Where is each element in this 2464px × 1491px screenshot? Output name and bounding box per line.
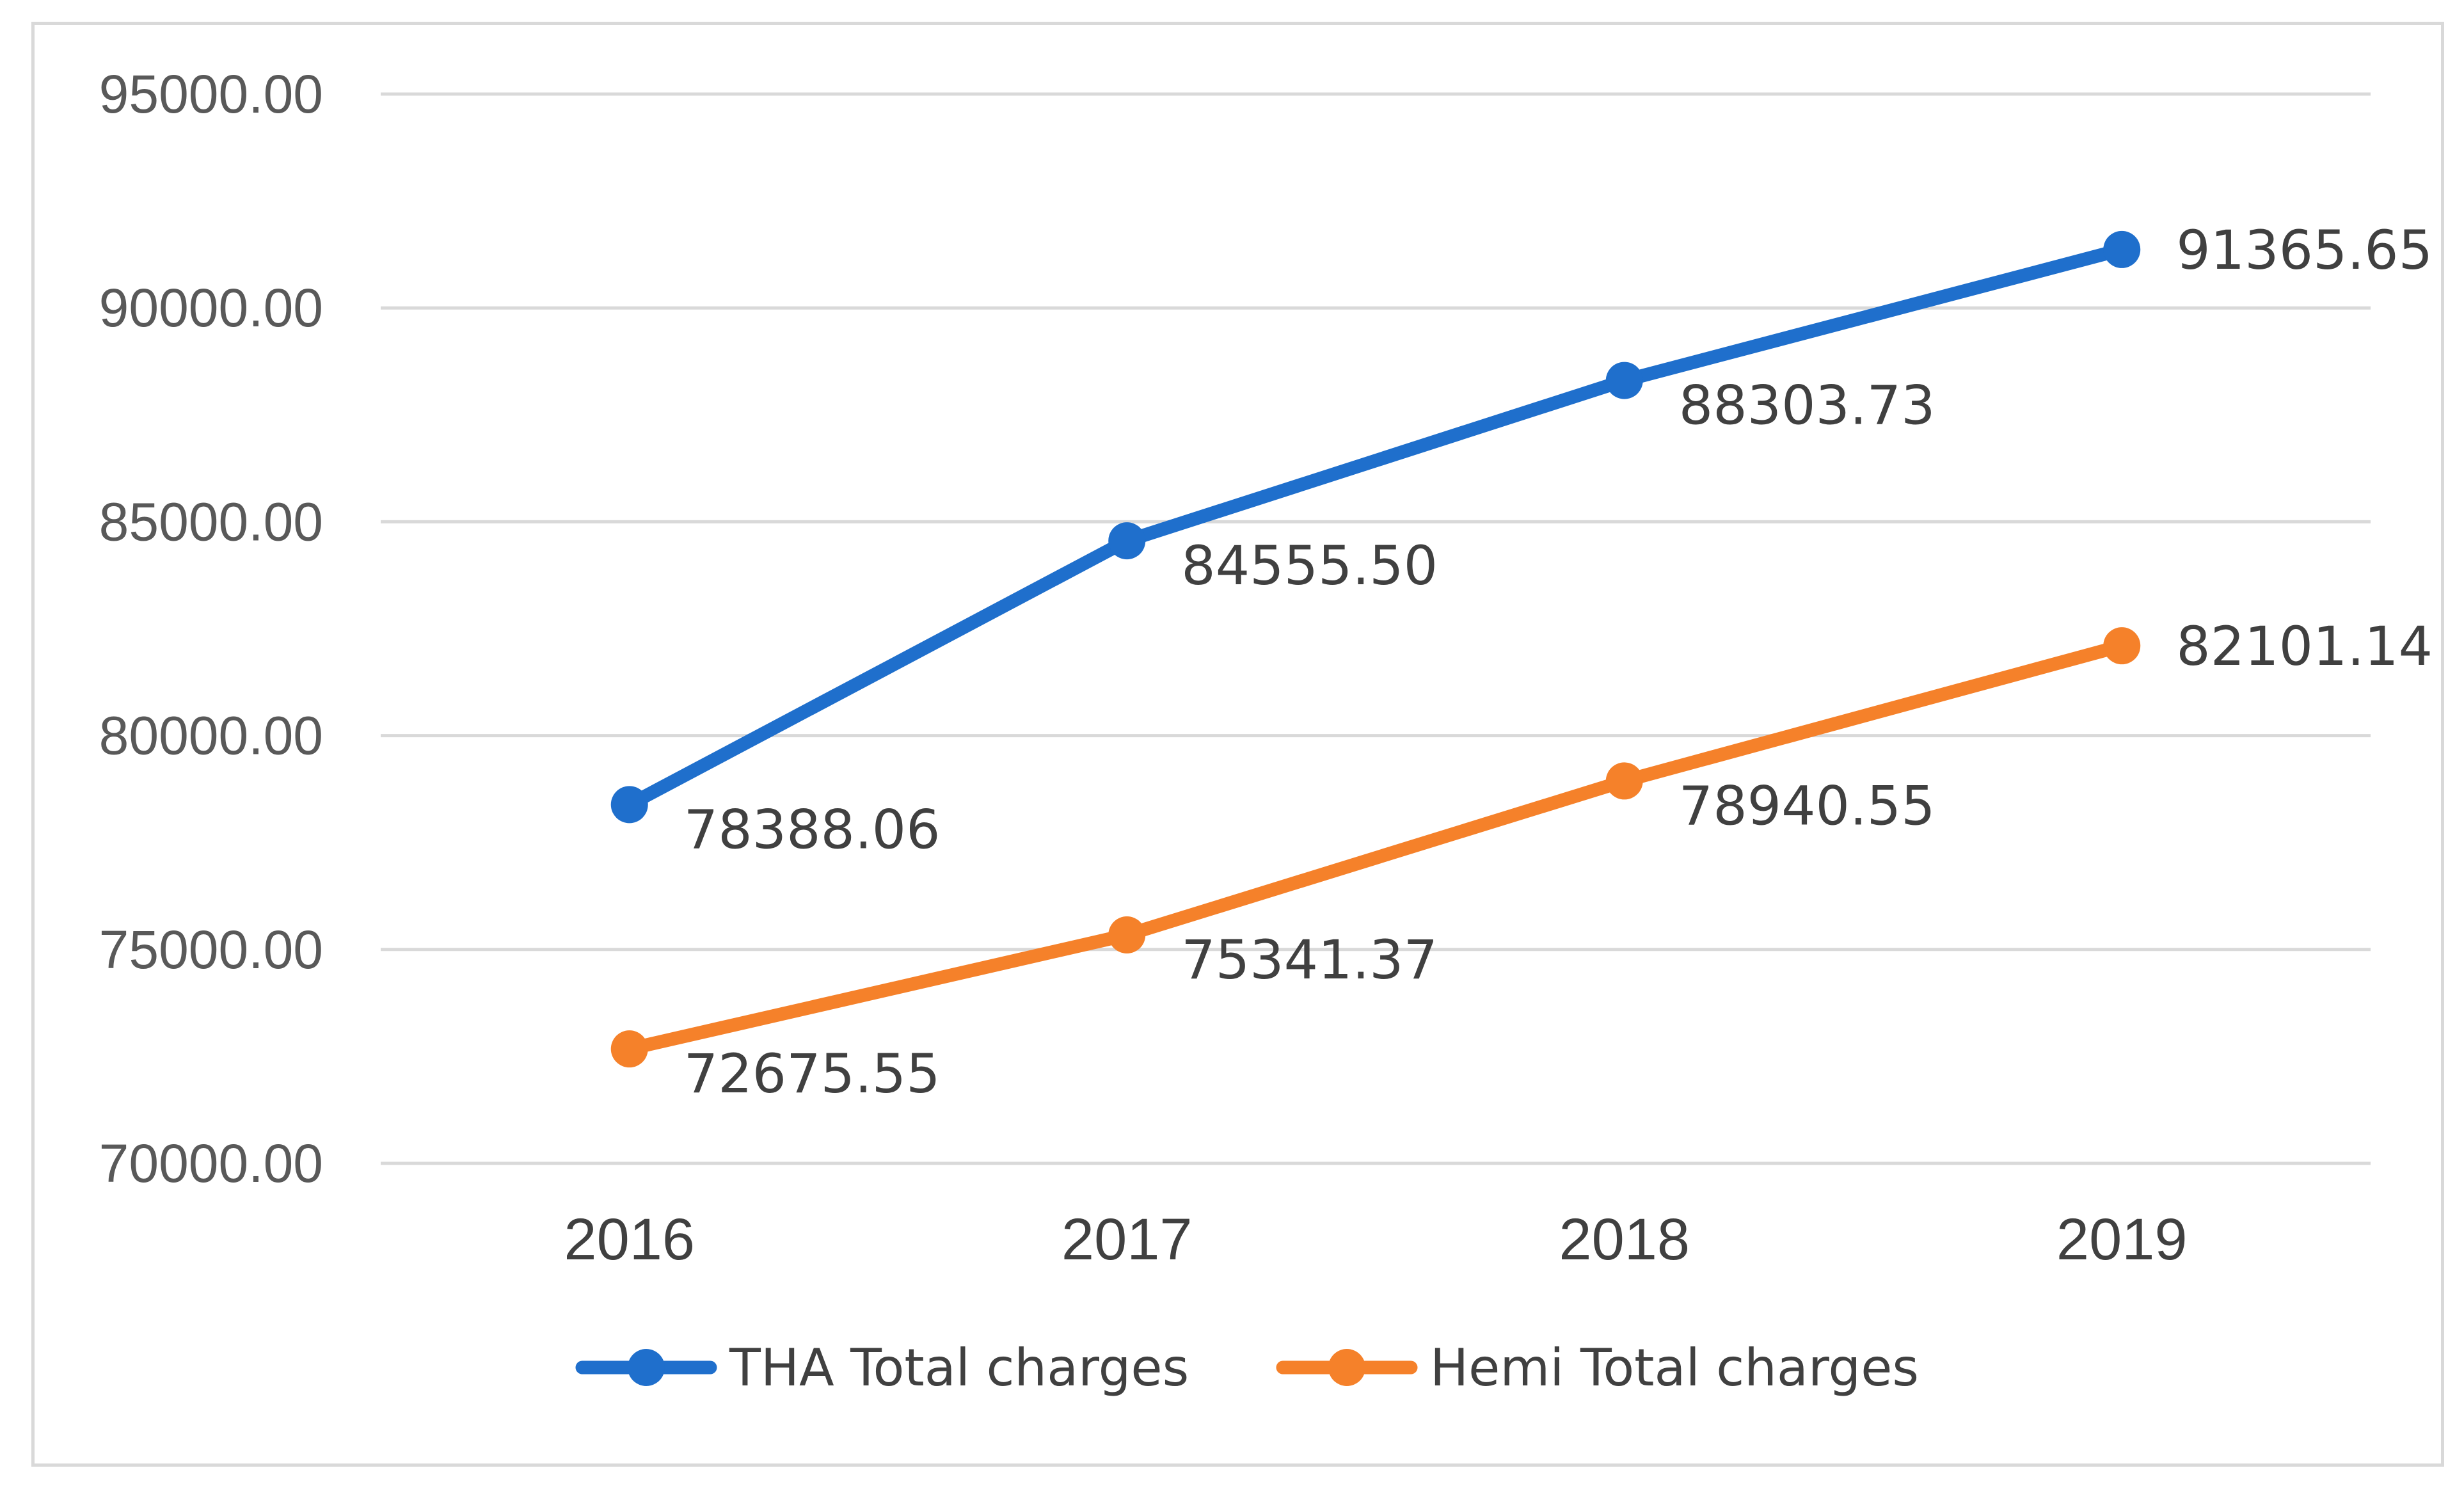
x-tick-label: 2017 [1061, 1207, 1193, 1272]
y-tick-label: 70000.00 [99, 1133, 323, 1193]
legend-label: THA Total charges [729, 1338, 1189, 1398]
data-point-marker [610, 1030, 648, 1068]
series-line [623, 243, 2129, 811]
data-point-marker [2103, 230, 2141, 268]
data-label: 88303.73 [1679, 374, 1935, 437]
legend: THA Total charges Hemi Total charges [575, 1338, 1919, 1398]
series-line [623, 639, 2129, 1056]
y-tick-label: 85000.00 [99, 491, 323, 552]
y-tick-label: 95000.00 [99, 64, 323, 124]
data-label: 78940.55 [1679, 774, 1935, 837]
legend-swatch-marker [628, 1349, 665, 1386]
series-tha-total-charges: 78388.06 84555.50 88303.73 91365.65 [610, 219, 2433, 861]
plot-area: 78388.06 84555.50 88303.73 91365.65 72675.55… [610, 219, 2433, 1105]
y-tick-label: 80000.00 [99, 706, 323, 766]
data-label: 84555.50 [1181, 534, 1438, 597]
data-label: 91365.65 [2176, 219, 2433, 282]
legend-label: Hemi Total charges [1430, 1338, 1919, 1398]
data-point-marker [1108, 522, 1146, 560]
gridlines [381, 92, 2371, 1165]
data-point-marker [1605, 362, 1643, 399]
data-point-marker [2103, 627, 2141, 665]
data-point-marker [1108, 916, 1146, 953]
chart-frame [31, 22, 2444, 1467]
x-tick-label: 2016 [564, 1207, 695, 1272]
y-tick-label: 90000.00 [99, 278, 323, 338]
data-label: 72675.55 [684, 1042, 941, 1105]
legend-item: THA Total charges [575, 1338, 1189, 1398]
x-axis: 2016 2017 2018 2019 [564, 1207, 2187, 1272]
legend-item: Hemi Total charges [1276, 1338, 1919, 1398]
data-label: 75341.37 [1181, 929, 1438, 991]
y-tick-label: 75000.00 [99, 920, 323, 980]
data-point-marker [1605, 762, 1643, 800]
y-axis: 70000.00 75000.00 80000.00 85000.00 90000.00… [99, 64, 323, 1193]
data-label: 82101.14 [2176, 615, 2433, 678]
data-point-marker [610, 786, 648, 824]
legend-swatch-marker [1328, 1349, 1365, 1386]
data-label: 78388.06 [684, 798, 941, 861]
series-hemi-total-charges: 72675.55 75341.37 78940.55 82101.14 [610, 615, 2433, 1105]
x-tick-label: 2018 [1559, 1207, 1690, 1272]
x-tick-label: 2019 [2056, 1207, 2188, 1272]
